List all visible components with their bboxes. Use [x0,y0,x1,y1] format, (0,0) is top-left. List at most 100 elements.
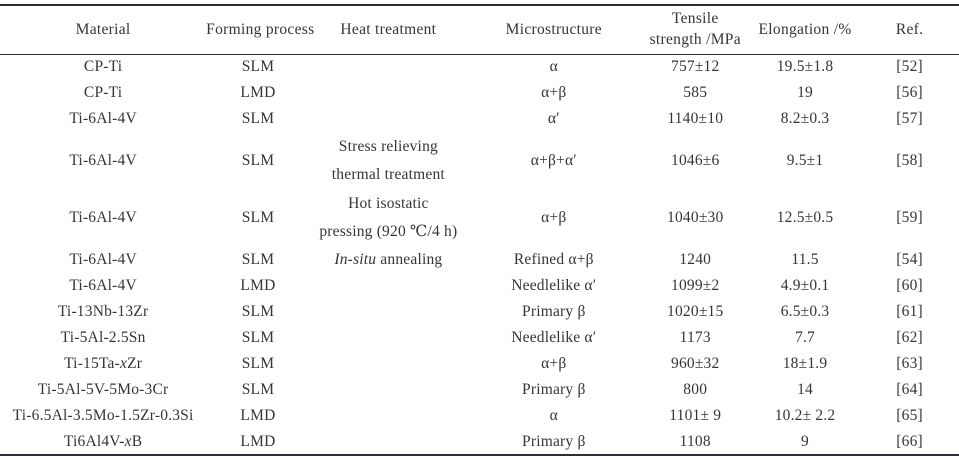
cell-heat-treatment [310,299,467,325]
cell-elongation: 18±1.9 [782,355,828,373]
cell-elongation: 9.5±1 [786,151,824,169]
cell-material: Ti-6Al-4V [69,250,137,268]
heat-treatment-line: Stress relieving [338,138,438,156]
cell-elongation: 10.2± 2.2 [774,407,836,425]
cell-microstructure: Primary β [522,432,586,450]
cell-material: Ti-15Ta-xZr [64,355,143,373]
cell-heat-treatment [310,403,467,429]
cell-ref: [60] [896,277,923,295]
table-row: Ti-6Al-4V LMD Needlelike α′ 1099±2 4.9±0.1 [6… [0,273,959,299]
cell-elongation: 12.5±0.5 [776,208,834,226]
table-row: Ti-6Al-4V SLM Hot isostatic pressing (920 ℃… [0,189,959,246]
cell-tensile-strength: 757±12 [671,58,720,76]
cell-ref: [52] [896,58,923,76]
cell-microstructure: α+β+α′ [530,151,577,169]
cell-tensile-strength: 1101± 9 [669,407,722,425]
table-row: CP-Ti SLM α 757±12 19.5±1.8 [52] [0,54,959,80]
cell-microstructure: Primary β [522,303,586,321]
cell-material: Ti-6Al-4V [69,208,137,226]
cell-heat-treatment: Stress relieving thermal treatment [310,132,467,189]
cell-material: Ti-5Al-5V-5Mo-3Cr [37,381,169,399]
cell-microstructure: α+β [541,355,567,373]
cell-ref: [65] [896,407,923,425]
cell-elongation: 8.2±0.3 [780,110,830,127]
cell-forming-process: SLM [241,329,275,347]
cell-forming-process: SLM [241,208,275,226]
header-tensile-strength: Tensile strength /MPa [641,5,750,54]
header-elongation: Elongation /% [758,20,852,38]
table-row: Ti-6Al-4V SLM In-situ annealing Refined α+β… [0,246,959,273]
table-row: CP-Ti LMD α+β 585 19 [56] [0,80,959,106]
cell-tensile-strength: 585 [683,84,708,101]
cell-elongation: 11.5 [791,250,819,268]
cell-tensile-strength: 1108 [679,432,711,450]
heat-treatment-line: Hot isostatic [348,195,429,213]
cell-tensile-strength: 1040±30 [667,208,724,226]
header-heat-treatment: Heat treatment [340,20,437,38]
table-body: CP-Ti SLM α 757±12 19.5±1.8 [52] CP-Ti LMD α+β 58… [0,54,959,455]
cell-material: Ti6Al4V-xB [63,432,143,450]
cell-ref: [63] [896,355,923,373]
heat-treatment-line: thermal treatment [331,165,445,183]
table-row: Ti-5Al-2.5Sn SLM Needlelike α′ 1173 7.7 [62] [0,325,959,351]
cell-ref: [57] [896,110,923,127]
cell-heat-treatment [310,429,467,455]
heat-treatment-line: In-situ annealing [334,251,443,268]
cell-microstructure: α′ [547,110,560,127]
cell-tensile-strength: 1020±15 [667,303,724,321]
cell-microstructure: Needlelike α′ [511,277,597,295]
cell-material: Ti-6Al-4V [69,110,137,127]
cell-tensile-strength: 1140±10 [667,110,724,127]
cell-forming-process: SLM [241,250,275,268]
cell-ref: [59] [896,208,923,226]
table-row: Ti-15Ta-xZr SLM α+β 960±32 18±1.9 [63] [0,351,959,377]
cell-heat-treatment [310,106,467,132]
cell-material: Ti-6Al-4V [69,277,137,295]
cell-forming-process: SLM [241,151,275,169]
cell-ref: [66] [896,432,923,450]
cell-microstructure: Primary β [522,381,586,399]
cell-elongation: 4.9±0.1 [780,277,830,295]
cell-material: CP-Ti [83,58,123,76]
cell-heat-treatment: In-situ annealing [310,246,467,273]
cell-tensile-strength: 1240 [679,250,712,268]
cell-forming-process: SLM [241,303,275,321]
heat-treatment-line: pressing (920 ℃/4 h) [319,222,458,240]
cell-elongation: 7.7 [795,329,816,347]
cell-elongation: 6.5±0.3 [780,303,830,321]
cell-forming-process: LMD [240,432,276,450]
cell-heat-treatment: Hot isostatic pressing (920 ℃/4 h) [310,189,467,246]
cell-heat-treatment [310,273,467,299]
cell-microstructure: α [549,407,558,425]
cell-material: Ti-5Al-2.5Sn [60,329,146,347]
cell-forming-process: LMD [240,407,276,425]
cell-tensile-strength: 1046±6 [671,151,720,169]
cell-forming-process: SLM [241,355,275,373]
header-microstructure: Microstructure [505,20,602,38]
cell-forming-process: SLM [241,381,275,399]
cell-heat-treatment [310,325,467,351]
header-tensile-line1: Tensile [671,9,719,27]
cell-ref: [64] [896,381,923,399]
cell-microstructure: α+β [541,84,567,101]
header-tensile-line2: strength /MPa [649,30,741,48]
table-row: Ti-6Al-4V SLM α′ 1140±10 8.2±0.3 [57] [0,106,959,132]
table-row: Ti-5Al-5V-5Mo-3Cr SLM Primary β 800 14 [64] [0,377,959,403]
cell-elongation: 19 [797,84,813,101]
table-row: Ti-6Al-4V SLM Stress relieving thermal trea… [0,132,959,189]
cell-ref: [58] [896,151,923,169]
cell-heat-treatment [310,377,467,403]
cell-forming-process: SLM [241,58,275,76]
cell-tensile-strength: 960±32 [671,355,720,373]
cell-material: CP-Ti [83,84,123,101]
cell-tensile-strength: 1173 [679,329,711,347]
table-row: Ti-13Nb-13Zr SLM Primary β 1020±15 6.5±0.3 [6… [0,299,959,325]
cell-microstructure: α [549,58,558,76]
cell-forming-process: LMD [240,84,276,101]
header-forming-process: Forming process [206,20,315,38]
table-row: Ti-6.5Al-3.5Mo-1.5Zr-0.3Si LMD α 1101± 9 10.… [0,403,959,429]
cell-tensile-strength: 800 [683,381,708,399]
cell-heat-treatment [310,54,467,80]
cell-ref: [54] [896,250,923,268]
